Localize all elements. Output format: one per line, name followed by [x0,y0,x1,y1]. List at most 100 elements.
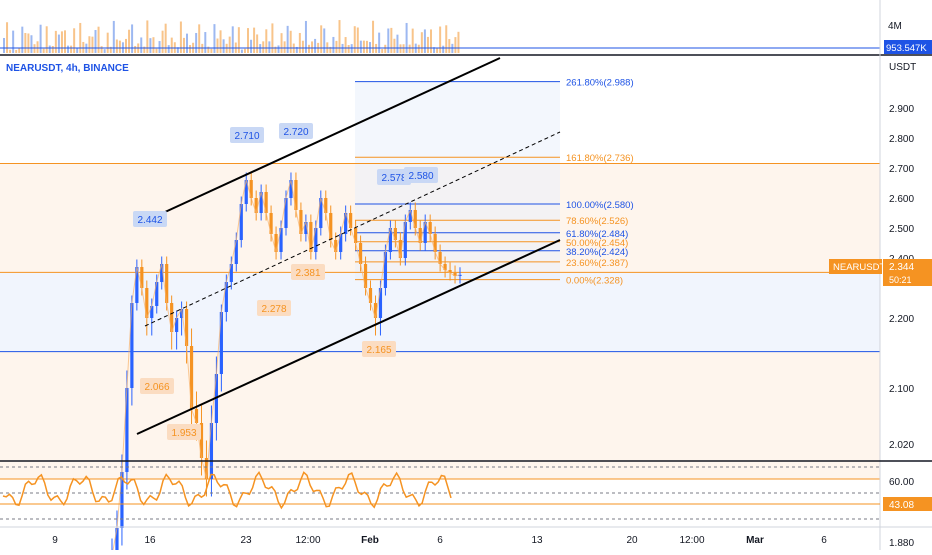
volume-bar [301,40,304,53]
volume-bar [329,46,332,53]
volume-bar [51,45,54,53]
volume-bar [100,46,103,53]
time-tick-label: 23 [240,535,252,546]
pivot-label: 2.442 [137,215,162,226]
volume-bar [79,22,82,53]
candle-body [155,282,159,306]
volume-bar [94,30,97,53]
volume-bar [381,49,384,53]
volume-bar [158,41,161,53]
volume-bar [308,44,310,53]
candle-body [120,472,124,528]
current-price-box [883,259,932,286]
volume-bar [30,35,33,53]
volume-bar [12,30,15,53]
volume-tick-label: 4M [888,21,902,32]
volume-bar [9,49,12,53]
volume-bar [179,21,182,53]
volume-bar [18,47,21,53]
candle-body [443,264,447,270]
volume-bar [149,38,152,53]
fib-level-label: 23.60%(2.387) [566,258,628,269]
candle-body [378,288,383,318]
volume-bar [314,38,317,53]
volume-bar [140,37,143,53]
candle-body [428,222,432,234]
zone-lower [0,351,880,479]
candle-body [329,213,333,240]
volume-bar [384,44,387,53]
candle-body [189,346,194,409]
rsi-value-box [883,497,932,511]
pivot-label-box [167,424,201,440]
candle-body [388,228,392,252]
volume-value-label: 953.547K [886,43,927,54]
volume-bar [253,27,256,53]
volume-bar [274,46,277,53]
volume-bar [295,46,298,53]
volume-bar [250,39,253,53]
volume-bar [33,44,36,53]
fib-level-label: 100.00%(2.580) [566,200,634,211]
candle-body [448,270,452,273]
volume-bar [118,40,121,53]
volume-bar [350,44,353,53]
symbol-title: NEARUSDT, 4h, BINANCE [6,63,129,74]
candle-body [393,228,397,240]
candle-body [368,288,373,303]
price-tick-label: 2.500 [889,224,914,235]
volume-bar [289,30,292,53]
volume-bar [393,38,396,53]
candle-body [299,210,303,234]
volume-bar [60,31,63,53]
volume-value-box [884,40,932,54]
volume-bar [213,24,216,53]
volume-bar [457,31,460,53]
volume-bar [231,26,234,53]
candle-body [175,318,179,332]
volume-bar [442,45,445,53]
volume-bar [240,49,243,53]
volume-bar [109,46,112,53]
pivot-label: 2.278 [261,304,286,315]
candle-body [135,267,139,303]
volume-bar [210,48,213,53]
rsi-tick-label: 60.00 [889,477,914,488]
pivot-label-box [133,211,167,227]
price-tick-label: 2.200 [889,314,914,325]
volume-bar [271,23,274,53]
volume-bar [420,32,423,53]
volume-bar [125,38,127,53]
time-tick-label: 16 [144,535,156,546]
price-tick-label: 2.900 [889,104,914,115]
candle-body [115,528,119,555]
current-price-label: 2.344 [889,262,914,273]
candle-body [438,252,442,264]
candle-body [418,228,422,243]
volume-bar [207,46,210,53]
candle-body [423,222,427,243]
volume-bar [298,32,301,53]
volume-bar [82,41,85,53]
price-tick-label: 2.600 [889,194,914,205]
volume-bar [353,26,356,53]
rsi-value-label: 43.08 [889,500,914,511]
time-tick-label: 20 [626,535,638,546]
volume-bar [182,37,185,53]
candle-body [413,210,417,228]
candle-body [373,303,378,318]
candle-body [453,273,457,276]
candle-body [249,180,253,198]
candle-body [219,312,223,374]
volume-bar [448,39,451,53]
volume-bar [39,24,42,53]
volume-bar [76,47,79,53]
candle-body [294,180,298,210]
volume-bar [256,34,259,53]
volume-bar [222,39,225,53]
volume-bar [64,30,66,53]
pivot-label: 2.710 [234,131,259,142]
price-tick-label: 2.700 [889,164,914,175]
